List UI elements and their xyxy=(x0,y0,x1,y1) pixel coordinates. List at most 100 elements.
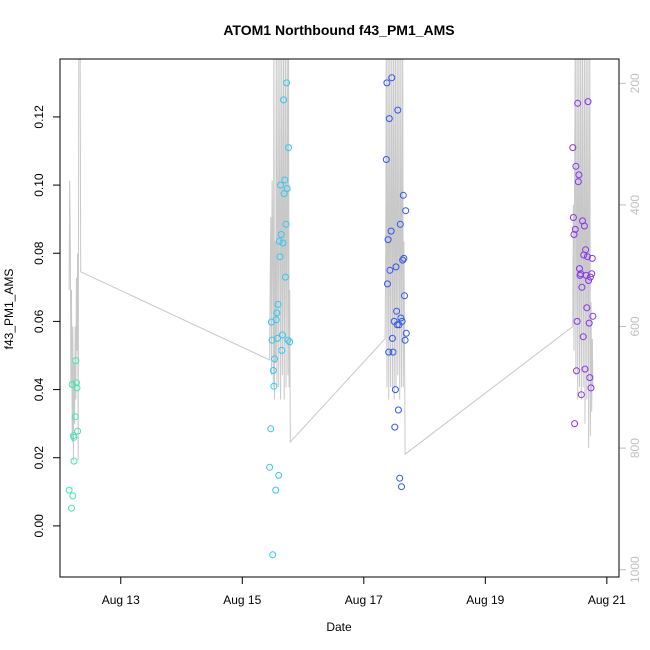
data-point xyxy=(278,346,286,354)
data-point xyxy=(580,222,588,230)
data-point xyxy=(277,181,285,189)
data-point xyxy=(588,270,596,278)
data-point xyxy=(574,99,582,107)
data-point xyxy=(402,329,410,337)
data-point xyxy=(73,384,81,392)
data-point xyxy=(273,309,281,317)
data-point xyxy=(280,96,288,104)
data-point xyxy=(587,384,595,392)
data-point xyxy=(573,317,581,325)
data-point xyxy=(402,207,410,215)
data-point xyxy=(583,304,591,312)
data-point xyxy=(586,374,594,382)
x-tick-label: Aug 19 xyxy=(466,593,504,607)
y-tick-label: 0.08 xyxy=(32,241,46,265)
data-point xyxy=(281,273,289,281)
y2-tick-label: 200 xyxy=(628,73,642,93)
data-point xyxy=(70,433,78,441)
data-point xyxy=(400,254,408,262)
data-point xyxy=(278,331,286,339)
data-point xyxy=(282,220,290,228)
data-point xyxy=(274,300,282,308)
chart-title: ATOM1 Northbound f43_PM1_AMS xyxy=(223,22,454,38)
data-point xyxy=(68,504,75,512)
x-tick-label: Aug 15 xyxy=(223,593,261,607)
data-point xyxy=(576,265,583,273)
data-point xyxy=(267,425,275,433)
data-point xyxy=(586,273,594,281)
data-point xyxy=(397,314,405,322)
data-point xyxy=(398,483,405,491)
data-point xyxy=(569,144,577,152)
data-point xyxy=(283,185,291,192)
data-point xyxy=(269,551,277,559)
data-point xyxy=(283,79,291,87)
data-point xyxy=(584,98,592,106)
data-point xyxy=(588,254,596,262)
data-point xyxy=(280,190,288,198)
data-point xyxy=(71,413,79,421)
data-point xyxy=(69,492,77,500)
x-tick-label: Aug 13 xyxy=(102,593,140,607)
data-point xyxy=(65,486,73,494)
data-point xyxy=(571,420,579,428)
x-tick-label: Aug 17 xyxy=(345,593,383,607)
data-point xyxy=(384,236,392,244)
data-point xyxy=(574,178,582,186)
data-points-group xyxy=(65,74,597,559)
altitude-line-group xyxy=(68,59,594,461)
data-point xyxy=(382,156,390,163)
x-tick-label: Aug 21 xyxy=(588,593,626,607)
data-point xyxy=(275,237,283,245)
data-point xyxy=(396,474,404,482)
data-point xyxy=(271,355,278,363)
y2-tick-label: 1000 xyxy=(628,556,642,583)
axes-group: Aug 13 Aug 15 Aug 17 Aug 19 Aug 21 0.00 0.02 0.… xyxy=(32,73,642,607)
data-point xyxy=(573,367,580,375)
data-point xyxy=(575,171,583,179)
data-point xyxy=(274,334,281,342)
data-point xyxy=(269,367,277,374)
data-point xyxy=(74,427,82,435)
data-point xyxy=(579,333,587,341)
data-point xyxy=(275,471,283,479)
data-point xyxy=(577,391,585,399)
y-tick-label: 0.04 xyxy=(32,378,46,402)
data-point xyxy=(285,144,292,152)
data-point xyxy=(277,231,285,238)
data-point xyxy=(570,231,578,238)
data-point xyxy=(583,253,591,261)
data-point xyxy=(396,220,404,228)
y-tick-label: 0.10 xyxy=(32,173,46,197)
data-point xyxy=(391,423,399,431)
y-tick-label: 0.06 xyxy=(32,309,46,333)
data-point xyxy=(279,239,287,247)
data-point xyxy=(578,283,586,291)
data-point xyxy=(383,79,391,87)
data-point xyxy=(398,317,406,325)
y2-tick-label: 400 xyxy=(628,195,642,215)
data-point xyxy=(569,214,577,221)
y2-tick-label: 800 xyxy=(628,438,642,458)
data-point xyxy=(270,382,278,390)
data-point xyxy=(401,336,409,344)
data-point xyxy=(388,334,396,342)
y-tick-label: 0.00 xyxy=(32,514,46,538)
data-point xyxy=(281,176,289,184)
data-point xyxy=(386,266,394,274)
data-point xyxy=(389,348,397,356)
data-point xyxy=(388,74,396,82)
data-point xyxy=(399,191,407,199)
plot-frame xyxy=(59,58,620,578)
data-point xyxy=(272,486,280,494)
data-point xyxy=(572,162,580,170)
data-point xyxy=(385,115,393,123)
data-point xyxy=(401,292,408,300)
data-point xyxy=(272,316,280,324)
data-point xyxy=(585,319,593,327)
data-point xyxy=(589,312,597,320)
data-point xyxy=(585,277,593,284)
data-point xyxy=(393,307,401,315)
data-point xyxy=(286,338,294,346)
